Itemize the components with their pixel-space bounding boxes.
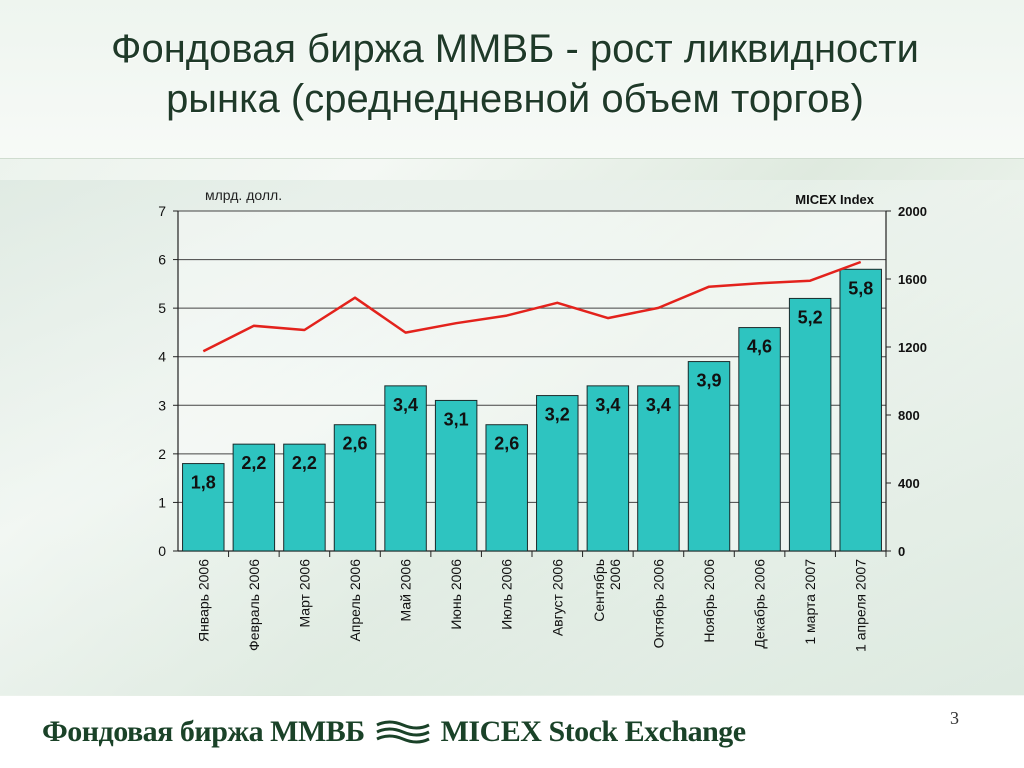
bar-data-label: 2,2	[292, 453, 317, 473]
y-right-tick-label: 400	[898, 476, 920, 491]
bar-data-label: 1,8	[191, 473, 216, 493]
x-category-label: Декабрь 2006	[752, 559, 768, 649]
x-category-label: Июнь 2006	[448, 559, 464, 630]
y-right-tick-label: 1600	[898, 272, 927, 287]
x-category-label: Сентябрь2006	[591, 559, 623, 622]
bar	[182, 463, 225, 552]
footer-brand-ru: Фондовая биржа ММВБ	[42, 715, 365, 748]
x-category-label-part: 2006	[607, 559, 623, 590]
bar-data-label: 2,6	[342, 434, 367, 454]
slide-title: Фондовая биржа ММВБ - рост ликвидности р…	[40, 24, 990, 124]
chart: 0 1 2 3 4 5 6 7 0 400 800 1200 1600 2000 млрд. долл. MI…	[158, 187, 927, 652]
y-left-tick-label: 6	[158, 252, 166, 268]
bar-data-label: 2,6	[494, 434, 519, 454]
bar	[839, 268, 882, 552]
slide-title-line-1: Фондовая биржа ММВБ - рост ликвидности	[111, 27, 919, 71]
title-band	[0, 0, 1024, 159]
x-category-label: 1 марта 2007	[802, 559, 818, 645]
bar	[738, 327, 781, 552]
bar-data-label: 2,2	[241, 453, 266, 473]
y-left-tick-label: 0	[158, 543, 166, 559]
x-category-label: Март 2006	[296, 559, 312, 628]
y-left-tick-label: 4	[158, 349, 166, 365]
bar-data-label: 3,9	[696, 371, 721, 391]
y-right-tick-label: 1200	[898, 340, 927, 355]
bar	[283, 443, 326, 552]
bar-data-label: 3,1	[444, 409, 469, 429]
y-left-tick-label: 1	[158, 494, 166, 510]
micex-index-line	[202, 260, 862, 353]
bar	[434, 399, 478, 552]
x-category-label: Май 2006	[398, 559, 414, 622]
bar	[687, 361, 731, 552]
x-category-label: Октябрь 2006	[650, 559, 666, 649]
bar	[586, 385, 630, 552]
x-category-label: Февраль 2006	[246, 559, 262, 651]
x-category-label: Апрель 2006	[347, 559, 363, 642]
slide-title-line-2: рынка (среднедневной объем торгов)	[166, 77, 864, 121]
y-left-tick-label: 3	[158, 397, 166, 413]
bar	[232, 443, 276, 552]
y-right-tick-label: 2000	[898, 204, 927, 219]
bar	[536, 395, 579, 552]
bar	[788, 297, 832, 552]
x-category-label: Январь 2006	[195, 559, 211, 642]
bar	[485, 424, 528, 552]
y-left-tick-label: 2	[158, 446, 166, 462]
y-left-tick-label: 5	[158, 300, 166, 316]
bar-data-label: 3,2	[545, 405, 570, 425]
y-left-tick-label: 7	[158, 203, 166, 219]
footer-brand: Фондовая биржа ММВБ MICEX Stock Exchange	[42, 712, 746, 752]
y-right-tick-label: 0	[898, 544, 905, 559]
bar-data-label: 5,2	[798, 307, 823, 327]
bar	[637, 385, 680, 552]
x-category-label: 1 апреля 2007	[853, 559, 869, 652]
x-category-label: Ноябрь 2006	[701, 559, 717, 643]
y-left-axis-title: млрд. долл.	[205, 187, 282, 203]
x-category-label-part: Сентябрь	[591, 559, 607, 622]
x-category-label: Июль 2006	[499, 559, 515, 630]
x-category-label: Август 2006	[549, 559, 565, 636]
micex-logo-icon	[375, 720, 430, 744]
y-right-tick-label: 800	[898, 408, 920, 423]
y-right-axis-title: MICEX Index	[795, 192, 875, 207]
bar-data-label: 3,4	[646, 395, 671, 415]
bar-data-label: 3,4	[595, 395, 620, 415]
bar-data-label: 3,4	[393, 395, 418, 415]
bar-data-label: 5,8	[848, 278, 873, 298]
page-number: 3	[950, 708, 959, 728]
footer	[0, 696, 1024, 768]
bar-data-label: 4,6	[747, 337, 772, 357]
footer-brand-en: MICEX Stock Exchange	[440, 715, 747, 748]
bar	[333, 424, 377, 552]
bar	[384, 385, 427, 552]
